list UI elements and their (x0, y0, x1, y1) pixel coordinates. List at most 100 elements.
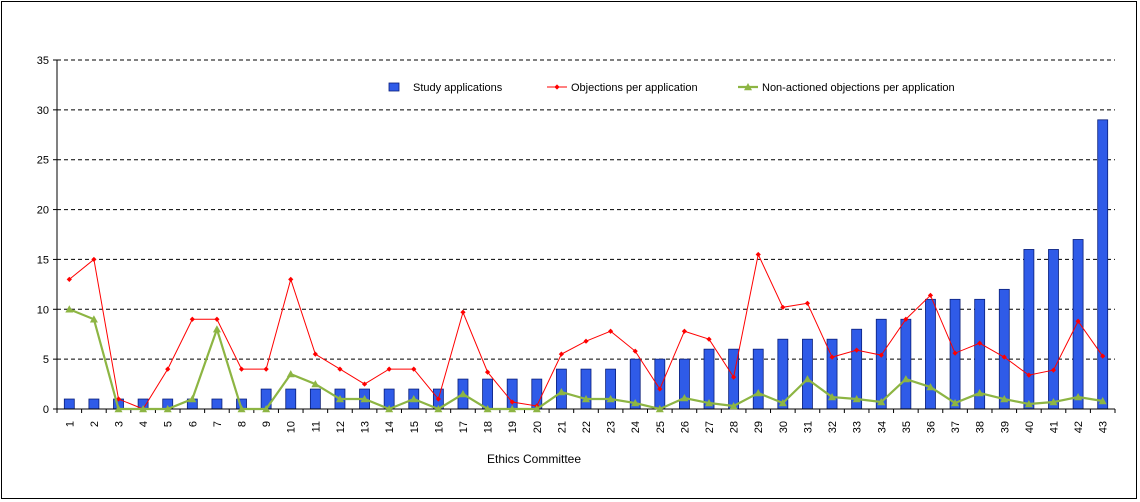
x-tick-label: 18 (483, 421, 495, 433)
x-tick-label: 22 (581, 421, 593, 433)
data-point (878, 352, 884, 358)
data-point (1026, 372, 1032, 378)
data-point (877, 398, 886, 406)
bar (925, 298, 936, 410)
data-point (311, 380, 320, 388)
x-tick-label: 36 (925, 421, 937, 433)
data-point (337, 366, 343, 372)
x-tick-label: 33 (852, 421, 864, 433)
x-tick-label: 35 (901, 421, 913, 433)
x-tick-label: 7 (212, 421, 224, 427)
x-tick-label: 13 (360, 421, 372, 433)
data-point (458, 390, 467, 398)
data-point (386, 366, 392, 372)
data-point (288, 276, 294, 282)
data-point (554, 84, 560, 90)
data-point (91, 256, 97, 263)
x-tick-label: 6 (187, 421, 199, 427)
data-point (854, 347, 860, 353)
data-point (212, 325, 221, 333)
data-point (903, 316, 909, 322)
data-point (435, 396, 441, 402)
data-point (655, 405, 664, 413)
bar (1048, 249, 1059, 410)
bar (482, 378, 493, 410)
x-tick-label: 12 (335, 421, 347, 433)
x-tick-label: 11 (310, 421, 322, 432)
x-tick-label: 4 (138, 421, 150, 427)
data-point (977, 340, 983, 346)
data-point (1000, 395, 1009, 403)
data-point (335, 395, 344, 403)
data-point (1050, 367, 1057, 373)
x-tick-label: 24 (630, 421, 642, 433)
x-tick-label: 37 (950, 421, 962, 433)
x-tick-label: 14 (384, 421, 396, 433)
bar (802, 338, 813, 410)
data-point (606, 395, 615, 403)
legend-label: Objections per application (571, 82, 698, 94)
data-point (952, 350, 958, 356)
x-tick-labels: 1 2 3 4 5 6 7 8 9 10 11 12 13 14 15 16 17 18 19 20 21 22 23 24 2… (64, 421, 1109, 433)
x-tick-label: 42 (1073, 421, 1085, 433)
data-point (729, 402, 738, 410)
x-tick-label: 2 (89, 421, 101, 427)
bar (900, 318, 912, 410)
y-tick-label: 0 (43, 404, 49, 416)
y-tick-label: 35 (37, 55, 49, 67)
data-point (780, 304, 786, 310)
bar (88, 398, 100, 410)
data-point (434, 405, 443, 413)
x-tick-label: 21 (556, 421, 568, 433)
data-point (508, 405, 517, 413)
bar (63, 398, 75, 410)
x-tick-label: 5 (163, 421, 175, 427)
x-tick-label: 41 (1048, 421, 1060, 433)
bar (998, 288, 1010, 410)
x-tick-label: 27 (704, 421, 716, 433)
bar (1097, 119, 1109, 410)
data-point (409, 395, 418, 403)
x-tick-label: 16 (433, 421, 445, 433)
legend: Study applications Objections per applica… (388, 82, 955, 94)
x-tick-label: 25 (655, 421, 667, 433)
data-point (705, 399, 714, 407)
grid-lines (57, 59, 1115, 360)
x-tick-label: 31 (802, 421, 814, 433)
bar (679, 358, 690, 410)
x-tick-label: 38 (975, 421, 987, 433)
y-tick-label: 10 (37, 304, 49, 316)
data-point (360, 395, 369, 403)
x-tick-label: 15 (409, 421, 421, 433)
data-point (238, 366, 245, 372)
data-point (312, 351, 318, 357)
x-tick-label: 9 (261, 421, 273, 427)
data-point (803, 375, 812, 383)
x-tick-label: 34 (876, 421, 888, 433)
x-tick-label: 28 (729, 421, 741, 433)
data-point (237, 405, 246, 413)
data-point (361, 381, 368, 387)
data-point (483, 405, 492, 413)
y-tick-label: 30 (37, 105, 49, 117)
data-point (557, 388, 566, 396)
data-point (1001, 354, 1007, 360)
data-point (828, 393, 837, 401)
data-point (582, 395, 590, 403)
data-point (975, 389, 984, 397)
data-point (731, 374, 737, 380)
data-point (852, 395, 861, 403)
data-point (262, 405, 271, 413)
data-point (778, 399, 787, 407)
x-tick-label: 39 (999, 421, 1011, 433)
data-point (214, 316, 220, 322)
bar (285, 388, 297, 410)
x-tick-label: 43 (1098, 421, 1110, 433)
x-tick-label: 8 (237, 421, 249, 427)
data-point (163, 405, 172, 413)
x-tick-label: 17 (458, 421, 470, 433)
data-point (89, 315, 98, 323)
data-point (188, 395, 197, 403)
x-tick-label: 19 (507, 421, 519, 433)
